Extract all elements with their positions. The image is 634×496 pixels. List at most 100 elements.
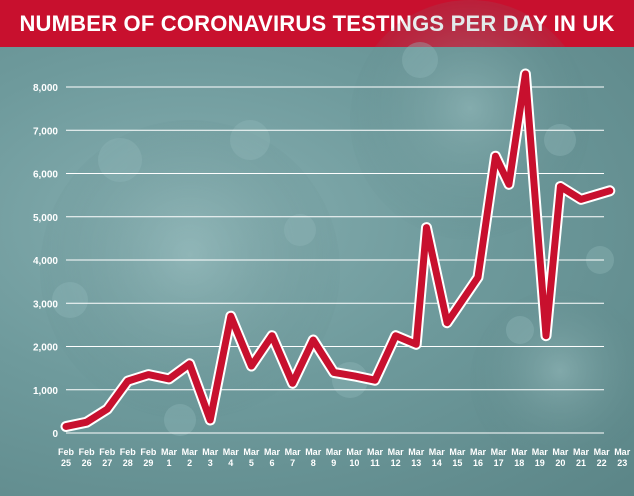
x-tick-day: 6: [269, 458, 274, 468]
x-tick-day: 20: [555, 458, 565, 468]
x-tick-day: 18: [514, 458, 524, 468]
data-series: [60, 68, 616, 432]
data-point: [524, 73, 526, 75]
data-point: [292, 382, 294, 384]
x-tick-day: 25: [61, 458, 71, 468]
x-tick-day: 8: [311, 458, 316, 468]
x-tick-month: Mar: [532, 447, 549, 457]
data-point: [353, 375, 355, 377]
x-tick-day: 15: [452, 458, 462, 468]
x-tick-day: 19: [535, 458, 545, 468]
x-tick-month: Feb: [58, 447, 75, 457]
data-point: [209, 419, 211, 421]
x-tick-day: 7: [290, 458, 295, 468]
x-tick-month: Mar: [573, 447, 590, 457]
x-tick-month: Feb: [120, 447, 137, 457]
data-point: [559, 185, 561, 187]
x-tick-month: Mar: [305, 447, 322, 457]
x-tick-month: Mar: [161, 447, 178, 457]
y-tick-label: 2,000: [33, 343, 58, 354]
y-tick-label: 0: [52, 429, 58, 440]
x-tick-month: Mar: [594, 447, 611, 457]
data-point: [106, 408, 108, 410]
x-tick-month: Mar: [264, 447, 281, 457]
x-tick-month: Mar: [449, 447, 466, 457]
data-point: [147, 374, 149, 376]
x-tick-day: 17: [494, 458, 504, 468]
x-tick-day: 9: [331, 458, 336, 468]
data-point: [446, 322, 448, 324]
x-tick-month: Feb: [140, 447, 157, 457]
x-tick-month: Feb: [99, 447, 116, 457]
data-point: [65, 426, 67, 428]
x-tick-month: Mar: [182, 447, 199, 457]
data-point: [374, 379, 376, 381]
x-tick-month: Mar: [408, 447, 425, 457]
x-tick-month: Mar: [429, 447, 446, 457]
x-tick-month: Mar: [491, 447, 508, 457]
x-tick-day: 23: [617, 458, 627, 468]
x-tick-day: 3: [208, 458, 213, 468]
x-tick-day: 2: [187, 458, 192, 468]
y-tick-label: 6,000: [33, 170, 58, 181]
x-tick-month: Mar: [470, 447, 487, 457]
x-tick-day: 4: [228, 458, 233, 468]
y-tick-label: 8,000: [33, 83, 58, 94]
data-point: [333, 371, 335, 373]
data-point: [415, 343, 417, 345]
data-point: [508, 183, 510, 185]
series-line: [62, 70, 614, 430]
data-point: [426, 227, 427, 229]
data-point: [477, 276, 479, 278]
x-tick-day: 22: [597, 458, 607, 468]
x-tick-month: Mar: [552, 447, 569, 457]
x-tick-month: Mar: [243, 447, 260, 457]
x-tick-day: 11: [370, 458, 380, 468]
data-point: [395, 335, 397, 337]
x-tick-day: 12: [391, 458, 401, 468]
y-tick-label: 3,000: [33, 299, 58, 310]
x-tick-month: Mar: [285, 447, 302, 457]
x-tick-month: Mar: [346, 447, 363, 457]
data-point: [86, 421, 88, 423]
x-tick-month: Mar: [511, 447, 528, 457]
data-point: [127, 380, 129, 382]
data-point: [495, 155, 497, 157]
data-point: [609, 190, 611, 192]
x-tick-day: 14: [432, 458, 442, 468]
x-tick-day: 5: [249, 458, 254, 468]
x-tick-day: 27: [102, 458, 112, 468]
x-tick-day: 29: [143, 458, 153, 468]
y-axis-ticks: 0 1,000 2,000 3,000 4,000 5,000 6,000 7,000 8,00…: [33, 83, 58, 440]
x-tick-day: 16: [473, 458, 483, 468]
x-tick-day: 26: [82, 458, 92, 468]
data-point: [580, 198, 582, 200]
virus-background: [40, 0, 634, 470]
x-tick-day: 13: [411, 458, 421, 468]
y-tick-label: 7,000: [33, 126, 58, 137]
x-tick-day: 28: [123, 458, 133, 468]
